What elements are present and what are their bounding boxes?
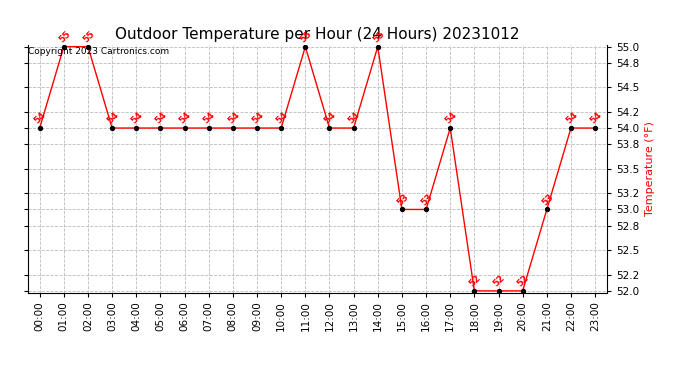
Text: 54: 54 [322, 111, 338, 126]
Point [541, 207, 552, 213]
Text: 54: 54 [105, 111, 121, 126]
Text: 54: 54 [201, 111, 217, 126]
Point [396, 207, 407, 213]
Point [228, 125, 239, 131]
Y-axis label: Temperature (°F): Temperature (°F) [645, 122, 655, 216]
Point [493, 288, 504, 294]
Point [130, 125, 142, 131]
Point [179, 125, 190, 131]
Text: 55: 55 [298, 29, 313, 45]
Text: 53: 53 [419, 192, 434, 207]
Text: 52: 52 [467, 273, 482, 289]
Text: 54: 54 [153, 111, 169, 126]
Point [155, 125, 166, 131]
Text: 54: 54 [177, 111, 193, 126]
Point [420, 207, 432, 213]
Point [469, 288, 480, 294]
Text: 55: 55 [81, 29, 96, 45]
Text: 54: 54 [274, 111, 290, 126]
Text: 54: 54 [588, 111, 604, 126]
Text: 54: 54 [564, 111, 580, 126]
Text: 55: 55 [371, 29, 386, 45]
Text: Copyright 2023 Cartronics.com: Copyright 2023 Cartronics.com [28, 48, 169, 57]
Text: 52: 52 [515, 273, 531, 289]
Point [373, 44, 384, 50]
Text: 54: 54 [443, 111, 459, 126]
Point [203, 125, 214, 131]
Point [251, 125, 262, 131]
Point [34, 125, 46, 131]
Title: Outdoor Temperature per Hour (24 Hours) 20231012: Outdoor Temperature per Hour (24 Hours) … [115, 27, 520, 42]
Text: 54: 54 [129, 111, 145, 126]
Text: 53: 53 [395, 192, 410, 207]
Point [444, 125, 455, 131]
Text: 54: 54 [346, 111, 362, 126]
Point [58, 44, 69, 50]
Text: 54: 54 [32, 111, 48, 126]
Point [83, 44, 94, 50]
Point [106, 125, 117, 131]
Text: 53: 53 [540, 192, 555, 207]
Point [276, 125, 287, 131]
Point [324, 125, 335, 131]
Point [589, 125, 600, 131]
Text: 52: 52 [491, 273, 506, 289]
Text: 54: 54 [250, 111, 266, 126]
Point [348, 125, 359, 131]
Text: 54: 54 [226, 111, 241, 126]
Point [299, 44, 310, 50]
Text: 55: 55 [57, 29, 72, 45]
Point [518, 288, 529, 294]
Point [565, 125, 576, 131]
